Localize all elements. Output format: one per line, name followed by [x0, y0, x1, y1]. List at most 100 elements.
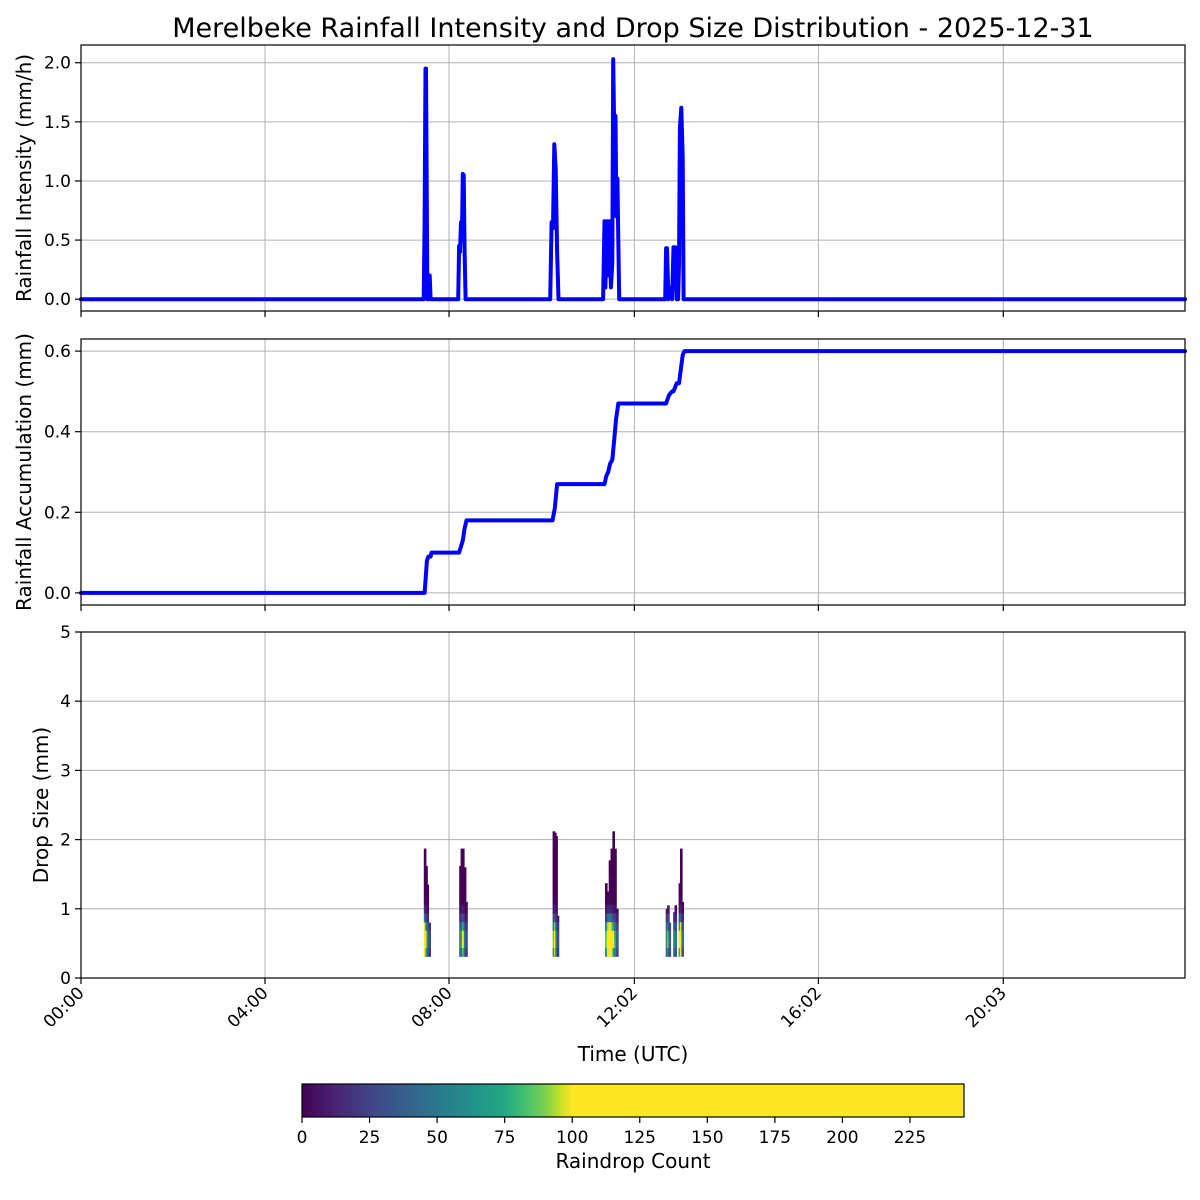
dsd-cell: [552, 844, 556, 854]
dsd-cell: [426, 913, 430, 923]
y-tick-label: 2.0: [44, 54, 71, 74]
dsd-cell: [605, 939, 608, 949]
intensity-ylabel: Rainfall Intensity (mm/h): [12, 54, 36, 302]
y-tick-label: 5: [60, 623, 71, 643]
dsd-cell: [460, 939, 464, 949]
accumulation-line: [79, 349, 1187, 595]
dsd-cell: [605, 921, 608, 931]
dsd-cell: [460, 896, 464, 905]
dsd-cell: [678, 939, 682, 949]
dsd-cell: [605, 904, 608, 914]
dsd-cell: [614, 930, 617, 940]
accumulation-ticks: 0.0 0.2 0.4 0.6: [44, 342, 1004, 611]
dsd-cell: [426, 921, 430, 931]
y-tick-label: 1.5: [44, 113, 71, 133]
dsd-cell: [425, 870, 428, 879]
accumulation-grid: [80, 339, 1185, 605]
dsd-cell: [681, 904, 684, 914]
dsd-cell: [423, 921, 427, 931]
dsd-cell: [555, 861, 558, 871]
dsd-cell: [608, 870, 612, 879]
dsd-ticks: 00:00 04:00 08:00 12:02 16:02 20:03 0 1 2 3 4 5: [40, 623, 1011, 1032]
dsd-cell: [460, 947, 464, 957]
dsd-cell: [668, 922, 672, 931]
dsd-cell: [423, 904, 427, 914]
dsd-cell: [616, 930, 619, 940]
dsd-cell: [426, 887, 430, 897]
dsd-ylabel: Drop Size (mm): [29, 727, 53, 883]
dsd-cell: [616, 908, 619, 914]
dsd-cell: [460, 848, 464, 854]
panel-intensity: 0.0 0.5 1.0 1.5 2.0 Rainfall Intensity (mm/h…: [12, 44, 1187, 317]
dsd-cell: [681, 939, 684, 949]
dsd-cell: [555, 947, 558, 957]
dsd-cell: [610, 848, 614, 854]
dsd-cell: [680, 939, 683, 949]
dsd-cell: [668, 947, 672, 957]
dsd-cell: [665, 908, 669, 914]
dsd-cell: [678, 904, 682, 914]
dsd-cell: [423, 939, 427, 949]
dsd-cell: [426, 930, 430, 940]
dsd-cell: [665, 939, 669, 949]
dsd-cell: [426, 884, 430, 888]
dsd-frame: [80, 631, 1186, 979]
dsd-cell: [610, 939, 614, 949]
dsd-cell: [460, 904, 464, 914]
x-tick-label: 20:03: [962, 983, 1011, 1032]
dsd-cell: [612, 904, 615, 914]
dsd-cell: [423, 848, 427, 854]
dsd-cell: [462, 939, 465, 949]
dsd-cell: [463, 921, 467, 931]
dsd-cell: [680, 921, 683, 931]
dsd-cell: [614, 852, 617, 862]
accumulation-frame: [80, 338, 1186, 606]
colorbar-tick-label: 125: [624, 1128, 656, 1148]
dsd-cell: [681, 913, 684, 923]
dsd-cell: [612, 947, 615, 957]
dsd-cell: [465, 901, 468, 905]
dsd-cell: [556, 939, 560, 949]
dsd-cell: [552, 904, 556, 914]
x-tick-label: 16:02: [777, 983, 826, 1032]
colorbar-tick-label: 175: [759, 1128, 791, 1148]
dsd-cell: [462, 878, 465, 888]
colorbar-tick-label: 25: [359, 1128, 381, 1148]
dsd-xlabel: Time (UTC): [577, 1042, 689, 1066]
dsd-cell: [608, 904, 612, 914]
dsd-cell: [462, 930, 465, 940]
dsd-cell: [465, 930, 468, 940]
dsd-cell: [426, 939, 430, 949]
dsd-cell: [423, 887, 427, 897]
dsd-cell: [552, 861, 556, 871]
dsd-cell: [459, 930, 462, 940]
dsd-cell: [463, 913, 467, 923]
dsd-cell: [552, 831, 556, 836]
dsd-cell: [605, 947, 608, 957]
dsd-cell: [674, 905, 678, 914]
dsd-cell: [678, 896, 682, 905]
dsd-cell: [610, 913, 614, 923]
dsd-cell: [459, 865, 462, 871]
dsd-cell: [610, 887, 614, 897]
dsd-cell: [608, 930, 612, 940]
dsd-cell: [608, 921, 612, 931]
dsd-cell: [428, 947, 431, 957]
dsd-cell: [612, 939, 615, 949]
intensity-frame: [80, 44, 1186, 312]
x-tick-label: 04:00: [224, 983, 273, 1032]
dsd-cell: [552, 947, 556, 957]
dsd-cell: [463, 887, 467, 897]
dsd-cell: [423, 947, 427, 957]
dsd-cell: [616, 939, 619, 949]
dsd-cell: [555, 921, 558, 931]
dsd-cell: [465, 939, 468, 949]
y-tick-label: 0.6: [44, 342, 71, 362]
dsd-cell: [667, 947, 670, 957]
dsd-cell: [612, 913, 615, 923]
y-tick-label: 2: [60, 831, 71, 851]
y-tick-label: 0.0: [44, 584, 71, 604]
dsd-cell: [460, 870, 464, 879]
dsd-cell: [614, 921, 617, 931]
dsd-cell: [606, 939, 610, 949]
